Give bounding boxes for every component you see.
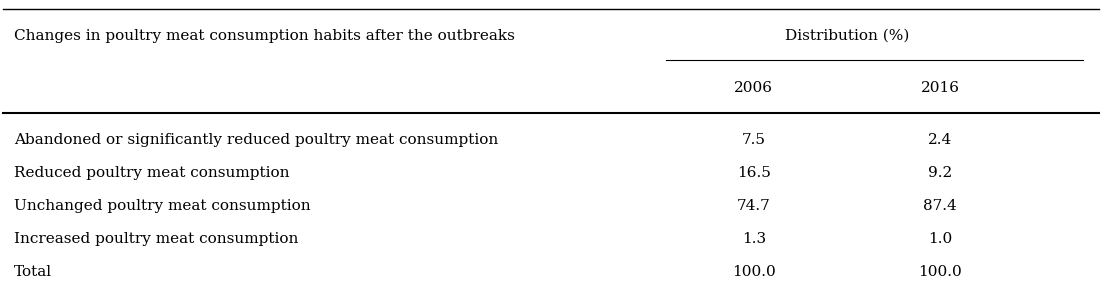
Text: Unchanged poultry meat consumption: Unchanged poultry meat consumption bbox=[13, 199, 311, 213]
Text: Increased poultry meat consumption: Increased poultry meat consumption bbox=[13, 232, 299, 246]
Text: Reduced poultry meat consumption: Reduced poultry meat consumption bbox=[13, 166, 289, 180]
Text: 2016: 2016 bbox=[921, 81, 960, 95]
Text: 100.0: 100.0 bbox=[918, 265, 962, 279]
Text: 1.3: 1.3 bbox=[742, 232, 766, 246]
Text: 16.5: 16.5 bbox=[737, 166, 770, 180]
Text: 74.7: 74.7 bbox=[737, 199, 770, 213]
Text: Distribution (%): Distribution (%) bbox=[785, 29, 909, 43]
Text: 9.2: 9.2 bbox=[928, 166, 952, 180]
Text: 87.4: 87.4 bbox=[923, 199, 958, 213]
Text: Total: Total bbox=[13, 265, 52, 279]
Text: 2006: 2006 bbox=[734, 81, 774, 95]
Text: 2.4: 2.4 bbox=[928, 133, 952, 147]
Text: 1.0: 1.0 bbox=[928, 232, 952, 246]
Text: Abandoned or significantly reduced poultry meat consumption: Abandoned or significantly reduced poult… bbox=[13, 133, 498, 147]
Text: 100.0: 100.0 bbox=[732, 265, 776, 279]
Text: Changes in poultry meat consumption habits after the outbreaks: Changes in poultry meat consumption habi… bbox=[13, 29, 515, 43]
Text: 7.5: 7.5 bbox=[742, 133, 766, 147]
